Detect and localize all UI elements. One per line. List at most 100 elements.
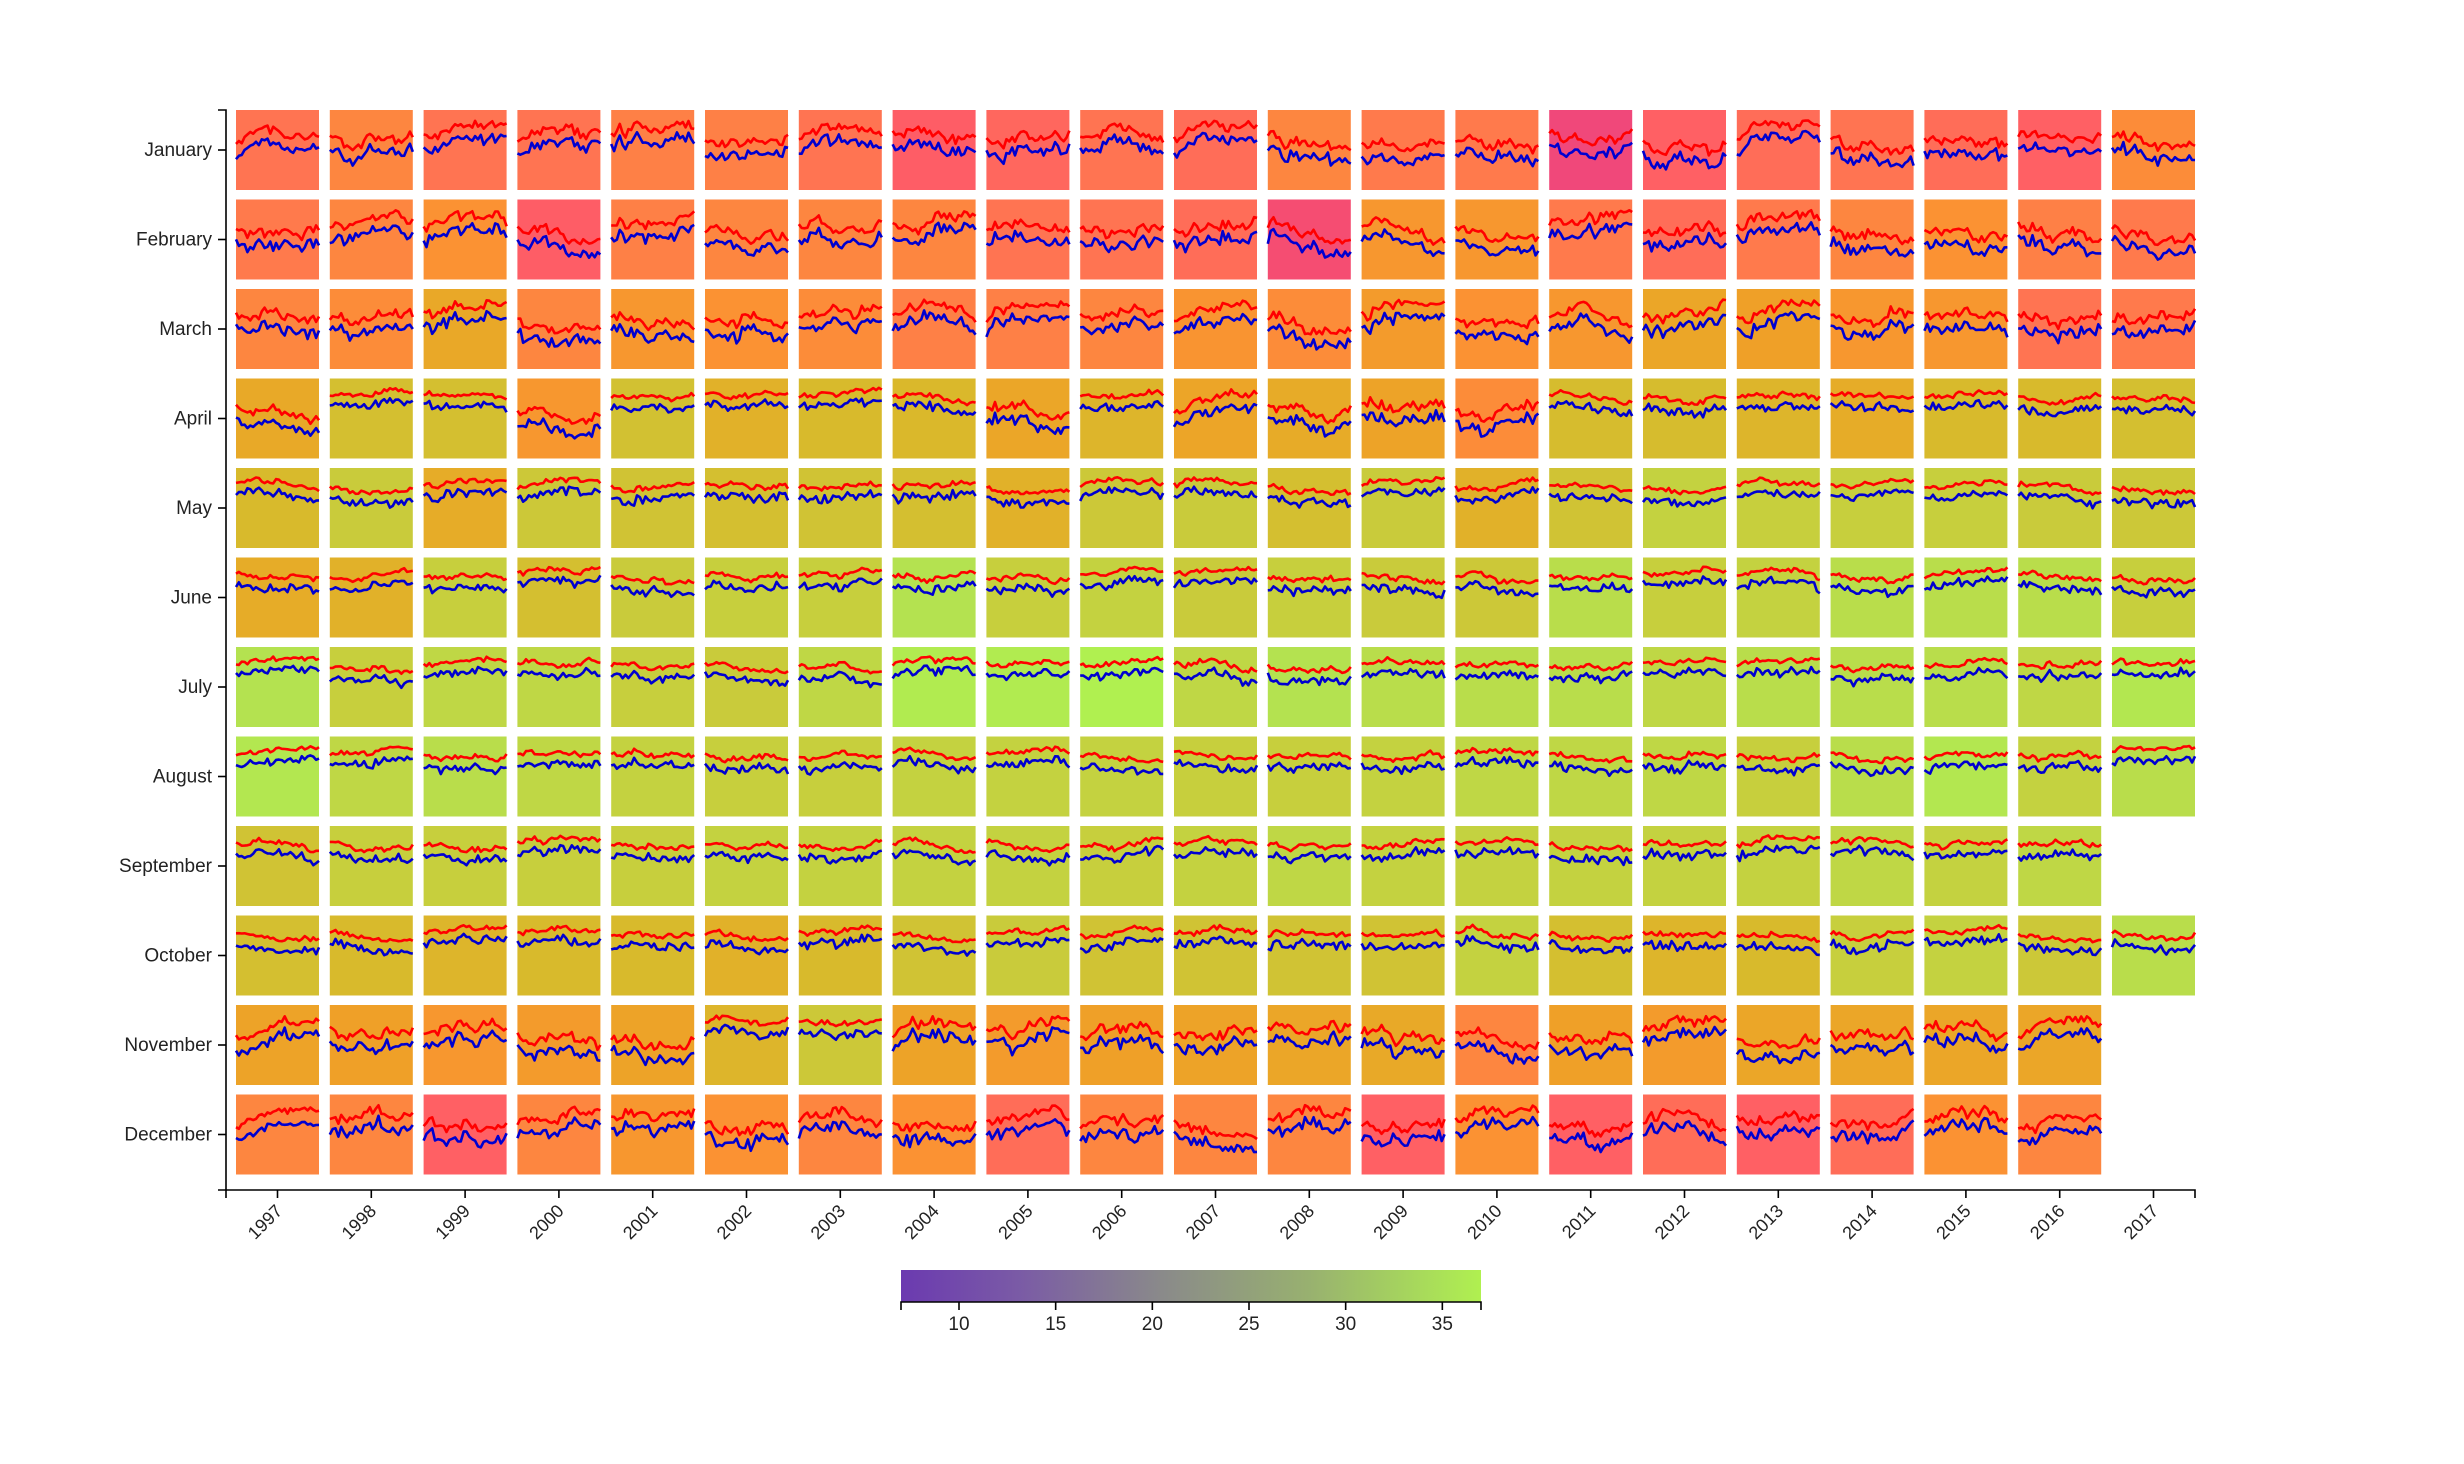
- max-temp-line: [235, 403, 321, 426]
- min-temp-line: [1454, 146, 1540, 168]
- min-temp-line: [1641, 1025, 1727, 1047]
- min-temp-line: [422, 853, 508, 867]
- cell-2005-august: [985, 736, 1071, 817]
- cell-2004-september: [891, 826, 977, 906]
- max-temp-line: [1642, 750, 1727, 761]
- cell-2001-october: [610, 915, 695, 996]
- cell-2002-october: [704, 915, 789, 996]
- min-temp-line: [610, 851, 696, 864]
- min-temp-line: [1361, 583, 1446, 600]
- min-temp-line: [1548, 853, 1633, 867]
- max-temp-line: [1642, 930, 1727, 939]
- min-temp-line: [1267, 937, 1352, 952]
- min-temp-line: [1829, 938, 1915, 956]
- cell-2014-july: [1830, 647, 1915, 727]
- min-temp-line: [1079, 1124, 1165, 1144]
- cell-2003-january: [798, 110, 883, 190]
- cell-2010-april: [1454, 378, 1540, 459]
- max-temp-line: [1079, 655, 1164, 669]
- colorbar-gradient: [901, 1270, 1481, 1302]
- min-temp-line: [2017, 1124, 2103, 1146]
- cell-1999-february: [422, 199, 508, 280]
- max-temp-line: [422, 477, 507, 490]
- cell-background: [1361, 826, 1445, 906]
- max-temp-line: [2017, 838, 2102, 849]
- cell-2010-march: [1454, 289, 1540, 369]
- min-temp-line: [2018, 322, 2103, 345]
- max-temp-line: [1736, 390, 1821, 402]
- cell-background: [798, 647, 882, 727]
- min-temp-line: [2017, 848, 2102, 862]
- cell-background: [1549, 826, 1633, 906]
- max-temp-line: [235, 655, 320, 667]
- colorbar-tick-label: 30: [1335, 1314, 1356, 1335]
- cell-2009-august: [1360, 736, 1446, 817]
- cell-2004-december: [891, 1094, 977, 1175]
- max-temp-line: [704, 310, 789, 330]
- min-temp-line: [1735, 1049, 1821, 1065]
- max-temp-line: [1830, 751, 1915, 765]
- max-temp-line: [2017, 749, 2102, 763]
- cell-2000-april: [516, 378, 602, 459]
- cell-background: [705, 468, 788, 548]
- max-temp-line: [1642, 393, 1727, 407]
- min-temp-line: [1923, 1031, 2009, 1054]
- max-temp-line: [1829, 134, 1915, 156]
- cell-background: [1830, 199, 1914, 280]
- cell-background: [1267, 378, 1351, 459]
- cell-2015-november: [1923, 1005, 2009, 1085]
- min-temp-line: [985, 582, 1071, 598]
- cell-background: [1361, 1094, 1445, 1175]
- min-temp-line: [422, 932, 508, 949]
- min-temp-line: [328, 1114, 414, 1139]
- min-temp-line: [1830, 146, 1915, 169]
- colorbar-tick-label: 15: [1045, 1314, 1066, 1335]
- max-temp-line: [1173, 1119, 1258, 1141]
- cell-2004-january: [891, 110, 977, 190]
- min-temp-line: [1736, 940, 1820, 957]
- cell-2005-april: [985, 378, 1070, 459]
- cell-background: [892, 110, 976, 190]
- cell-background: [1267, 557, 1351, 638]
- cell-2013-january: [1736, 110, 1821, 190]
- min-temp-line: [1829, 844, 1915, 862]
- max-temp-line: [1079, 223, 1165, 240]
- max-temp-line: [1266, 129, 1352, 152]
- max-temp-line: [1079, 1112, 1165, 1130]
- cell-2002-april: [704, 378, 789, 459]
- cell-2012-january: [1641, 110, 1727, 190]
- cell-background: [2112, 915, 2195, 996]
- cell-2015-july: [1924, 647, 2009, 727]
- cell-background: [986, 289, 1070, 369]
- max-temp-line: [1361, 655, 1446, 666]
- max-temp-line: [1923, 1019, 2008, 1043]
- cell-1999-december: [422, 1094, 508, 1175]
- cell-2009-april: [1361, 378, 1446, 459]
- max-temp-line: [1548, 300, 1633, 329]
- max-temp-line: [329, 386, 414, 398]
- cell-background: [1643, 289, 1726, 369]
- cell-background: [1830, 557, 1914, 638]
- min-temp-line: [1923, 1116, 2008, 1137]
- min-temp-line: [517, 417, 602, 440]
- max-temp-line: [235, 931, 320, 943]
- min-temp-line: [2111, 403, 2197, 417]
- max-temp-line: [1266, 216, 1352, 245]
- cell-2001-december: [610, 1094, 696, 1175]
- cell-background: [798, 468, 882, 548]
- max-temp-line: [1361, 749, 1446, 764]
- min-temp-line: [1267, 584, 1352, 598]
- min-temp-line: [610, 1044, 695, 1067]
- cell-2000-february: [516, 199, 602, 280]
- min-temp-line: [704, 323, 789, 345]
- cell-background: [2112, 378, 2195, 459]
- cell-background: [1549, 468, 1633, 548]
- max-temp-line: [422, 210, 508, 233]
- min-temp-line: [1830, 1119, 1915, 1145]
- cell-2003-may: [797, 468, 883, 548]
- cell-2011-april: [1548, 378, 1634, 459]
- max-temp-line: [1079, 475, 1165, 489]
- year-label-2010: 2010: [1463, 1201, 1505, 1243]
- max-temp-line: [797, 214, 883, 235]
- min-temp-line: [422, 309, 507, 336]
